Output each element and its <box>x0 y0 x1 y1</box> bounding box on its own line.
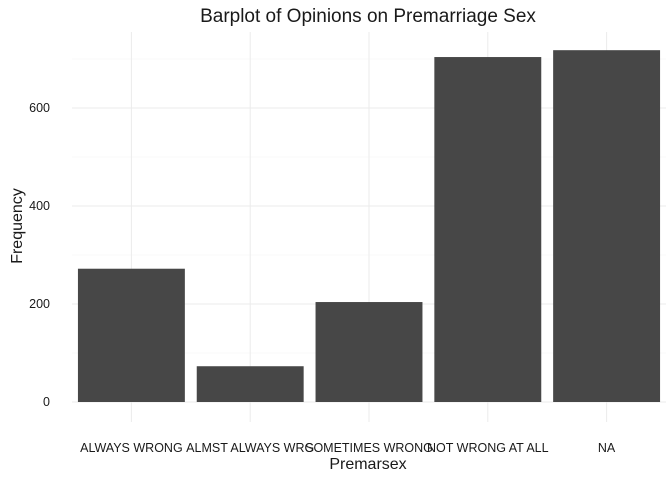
y-tick-label: 600 <box>29 101 50 115</box>
bar <box>77 268 185 402</box>
bar <box>315 302 423 402</box>
bars <box>77 50 661 403</box>
bar <box>196 366 304 402</box>
x-tick-label: SOMETIMES WRONG <box>305 441 433 455</box>
y-axis-title: Frequency <box>9 188 26 264</box>
y-tick-label: 0 <box>43 395 50 409</box>
bar <box>434 57 542 402</box>
x-axis-title: Premarsex <box>329 456 406 473</box>
x-tick-label: ALMST ALWAYS WRG <box>186 441 314 455</box>
bar <box>553 50 661 403</box>
y-tick-labels: 0 200 400 600 <box>29 101 50 409</box>
x-tick-label: ALWAYS WRONG <box>80 441 183 455</box>
y-tick-label: 200 <box>29 297 50 311</box>
y-tick-label: 400 <box>29 199 50 213</box>
chart-title: Barplot of Opinions on Premarriage Sex <box>200 6 536 27</box>
x-tick-label: NOT WRONG AT ALL <box>427 441 549 455</box>
x-tick-label: NA <box>598 441 616 455</box>
